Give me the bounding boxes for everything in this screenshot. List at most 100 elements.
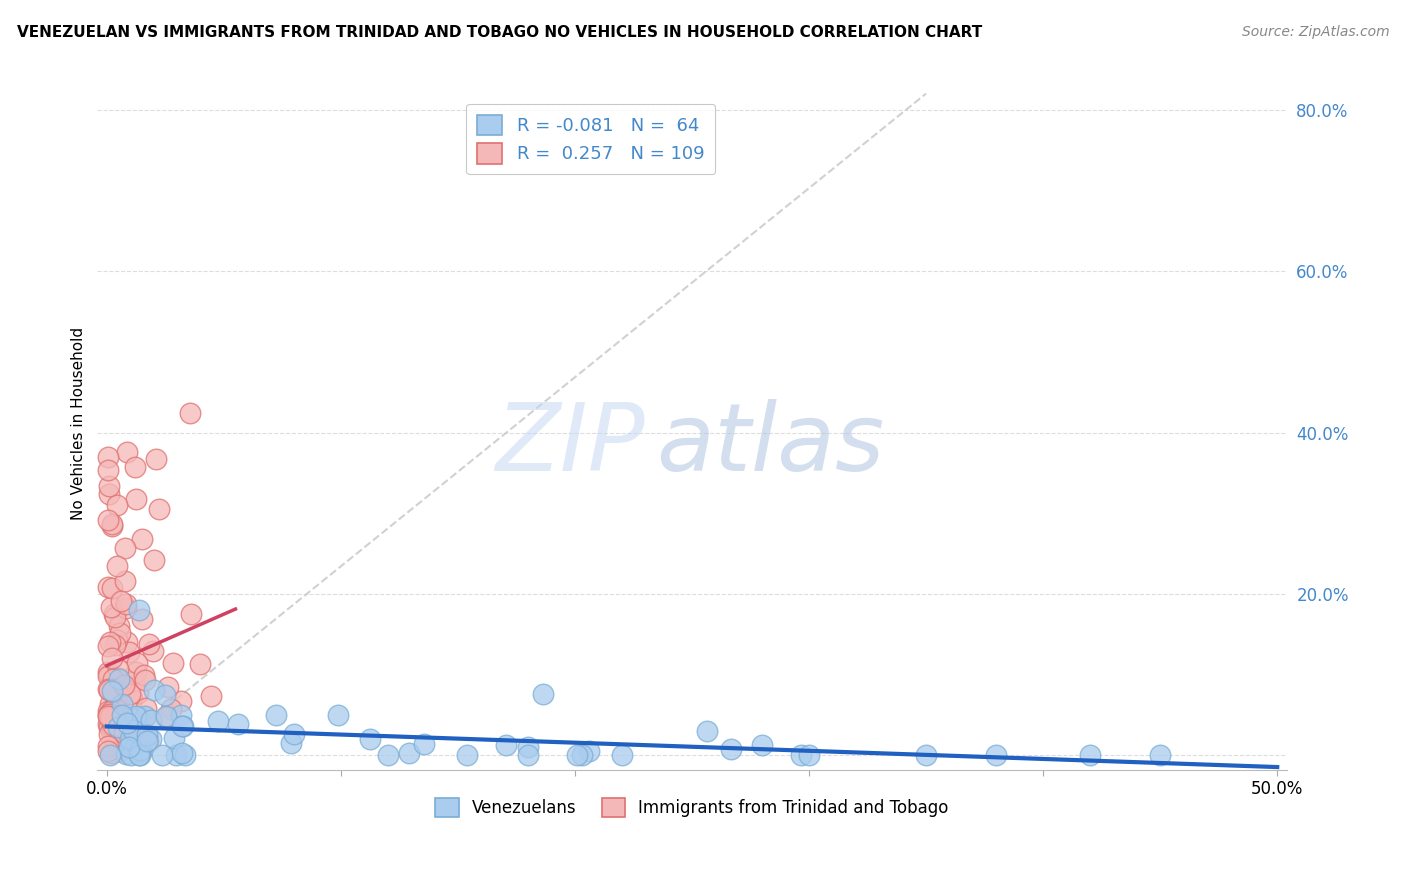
Point [103, 685, 125, 699]
Point [110, 719, 132, 733]
Point [107, 721, 129, 735]
Point [97, 708, 120, 723]
Point [111, 679, 134, 693]
Point [142, 682, 165, 697]
Point [128, 743, 150, 757]
Point [125, 492, 148, 507]
Point [169, 694, 191, 708]
Point [1149, 747, 1171, 762]
Point [163, 731, 186, 746]
Point [107, 671, 129, 685]
Point [98, 709, 121, 723]
Point [610, 747, 633, 762]
Point [114, 574, 136, 589]
Point [1078, 747, 1101, 762]
Point [120, 735, 142, 749]
Point [127, 685, 149, 699]
Point [495, 739, 517, 753]
Point [97, 479, 120, 493]
Point [125, 708, 148, 723]
Point [97, 487, 120, 501]
Point [359, 731, 381, 746]
Point [120, 747, 142, 762]
Point [129, 747, 152, 762]
Point [283, 727, 305, 741]
Point [413, 737, 436, 751]
Point [101, 719, 124, 733]
Point [98, 706, 121, 721]
Point [100, 704, 122, 718]
Point [97, 720, 120, 734]
Point [125, 737, 148, 751]
Point [98, 635, 121, 649]
Point [118, 644, 141, 658]
Legend: Venezuelans, Immigrants from Trinidad and Tobago: Venezuelans, Immigrants from Trinidad an… [429, 791, 955, 824]
Point [134, 667, 156, 681]
Point [172, 746, 194, 760]
Point [166, 747, 188, 762]
Point [797, 747, 820, 762]
Point [142, 553, 165, 567]
Point [98, 747, 121, 762]
Point [101, 516, 124, 531]
Point [101, 684, 124, 698]
Point [138, 637, 160, 651]
Point [97, 450, 120, 465]
Point [100, 581, 122, 595]
Point [170, 719, 193, 733]
Point [148, 502, 170, 516]
Point [118, 715, 141, 730]
Point [160, 702, 183, 716]
Point [131, 533, 153, 547]
Point [103, 721, 125, 735]
Point [145, 451, 167, 466]
Point [456, 747, 478, 762]
Point [111, 708, 134, 723]
Point [139, 713, 162, 727]
Point [103, 681, 125, 696]
Point [105, 499, 128, 513]
Point [98, 666, 121, 681]
Point [108, 625, 131, 640]
Point [97, 739, 120, 753]
Point [108, 619, 131, 633]
Point [122, 674, 145, 689]
Point [114, 598, 136, 612]
Point [571, 747, 593, 762]
Point [174, 747, 197, 762]
Point [104, 610, 127, 624]
Point [97, 708, 120, 723]
Point [105, 682, 128, 697]
Point [751, 739, 773, 753]
Point [134, 673, 156, 687]
Point [696, 723, 718, 738]
Point [103, 731, 125, 746]
Point [226, 716, 249, 731]
Point [115, 635, 138, 649]
Point [110, 710, 132, 724]
Point [122, 723, 145, 738]
Point [100, 600, 122, 615]
Point [172, 718, 194, 732]
Point [720, 742, 742, 756]
Point [115, 716, 138, 731]
Point [135, 728, 157, 742]
Point [155, 709, 177, 723]
Point [97, 639, 120, 653]
Point [111, 698, 134, 712]
Point [565, 747, 588, 762]
Point [105, 633, 128, 648]
Point [97, 704, 120, 718]
Point [104, 692, 127, 706]
Point [108, 690, 131, 705]
Point [118, 687, 141, 701]
Point [97, 513, 120, 527]
Text: ZIP: ZIP [495, 399, 644, 490]
Point [128, 603, 150, 617]
Point [128, 710, 150, 724]
Point [150, 747, 173, 762]
Point [155, 709, 177, 723]
Point [107, 673, 129, 687]
Point [107, 728, 129, 742]
Point [986, 747, 1008, 762]
